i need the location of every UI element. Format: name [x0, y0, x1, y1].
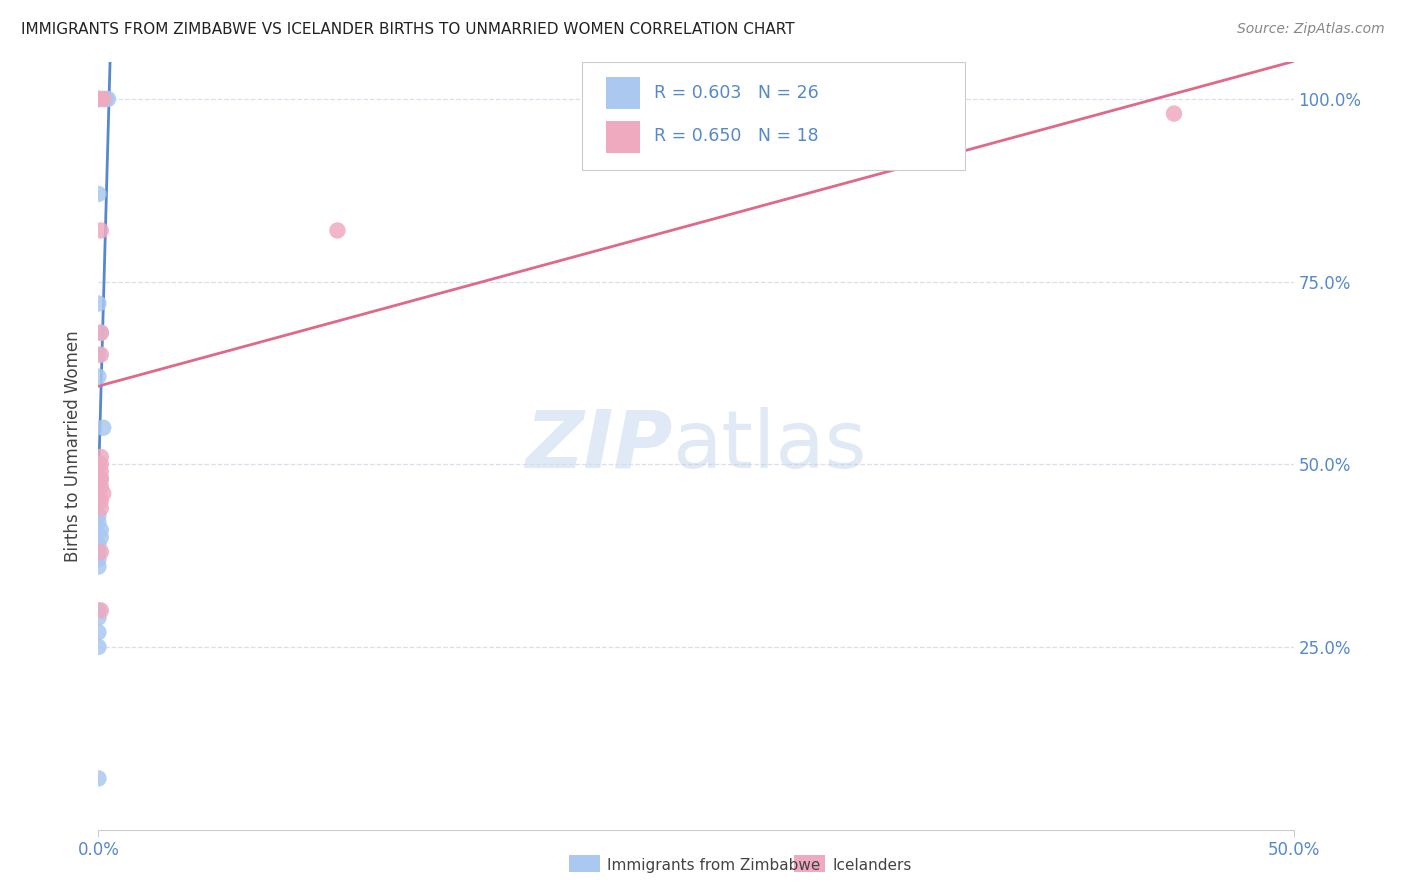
Point — [90, 326, 112, 340]
Point — [90, 465, 112, 479]
Point — [87, 772, 110, 786]
Point — [87, 603, 110, 617]
Point — [87, 493, 110, 508]
Point — [90, 603, 112, 617]
Point — [90, 472, 112, 486]
Point — [90, 450, 112, 464]
Point — [326, 223, 349, 237]
Point — [91, 92, 114, 106]
Text: R = 0.603   N = 26: R = 0.603 N = 26 — [654, 84, 818, 102]
Point — [90, 457, 112, 471]
Text: ZIP: ZIP — [524, 407, 672, 485]
Point — [90, 523, 112, 537]
Point — [90, 501, 112, 516]
Point — [90, 472, 112, 486]
Point — [91, 421, 114, 435]
Point — [1163, 106, 1185, 120]
Text: atlas: atlas — [672, 407, 866, 485]
FancyBboxPatch shape — [582, 62, 965, 169]
FancyBboxPatch shape — [606, 77, 640, 109]
Point — [90, 530, 112, 544]
Point — [87, 369, 110, 384]
Point — [87, 92, 110, 106]
Point — [87, 625, 110, 640]
Point — [91, 486, 114, 500]
Point — [97, 92, 120, 106]
Text: Source: ZipAtlas.com: Source: ZipAtlas.com — [1237, 22, 1385, 37]
Point — [90, 223, 112, 237]
Point — [87, 559, 110, 574]
Point — [94, 92, 117, 106]
Point — [87, 516, 110, 530]
Point — [90, 92, 112, 106]
Point — [87, 296, 110, 310]
Text: Icelanders: Icelanders — [832, 858, 911, 872]
Point — [87, 348, 110, 362]
Point — [87, 92, 110, 106]
Point — [87, 640, 110, 654]
Point — [90, 479, 112, 493]
Point — [90, 348, 112, 362]
Point — [87, 92, 110, 106]
Point — [87, 552, 110, 566]
Y-axis label: Births to Unmarried Women: Births to Unmarried Women — [65, 330, 83, 562]
Point — [87, 457, 110, 471]
Point — [90, 493, 112, 508]
Text: IMMIGRANTS FROM ZIMBABWE VS ICELANDER BIRTHS TO UNMARRIED WOMEN CORRELATION CHAR: IMMIGRANTS FROM ZIMBABWE VS ICELANDER BI… — [21, 22, 794, 37]
Point — [87, 545, 110, 559]
FancyBboxPatch shape — [606, 120, 640, 153]
Point — [90, 326, 112, 340]
Point — [87, 538, 110, 552]
Text: Immigrants from Zimbabwe: Immigrants from Zimbabwe — [607, 858, 821, 872]
Point — [87, 610, 110, 624]
Point — [87, 508, 110, 523]
Point — [87, 186, 110, 201]
Text: R = 0.650   N = 18: R = 0.650 N = 18 — [654, 128, 818, 145]
Point — [90, 545, 112, 559]
